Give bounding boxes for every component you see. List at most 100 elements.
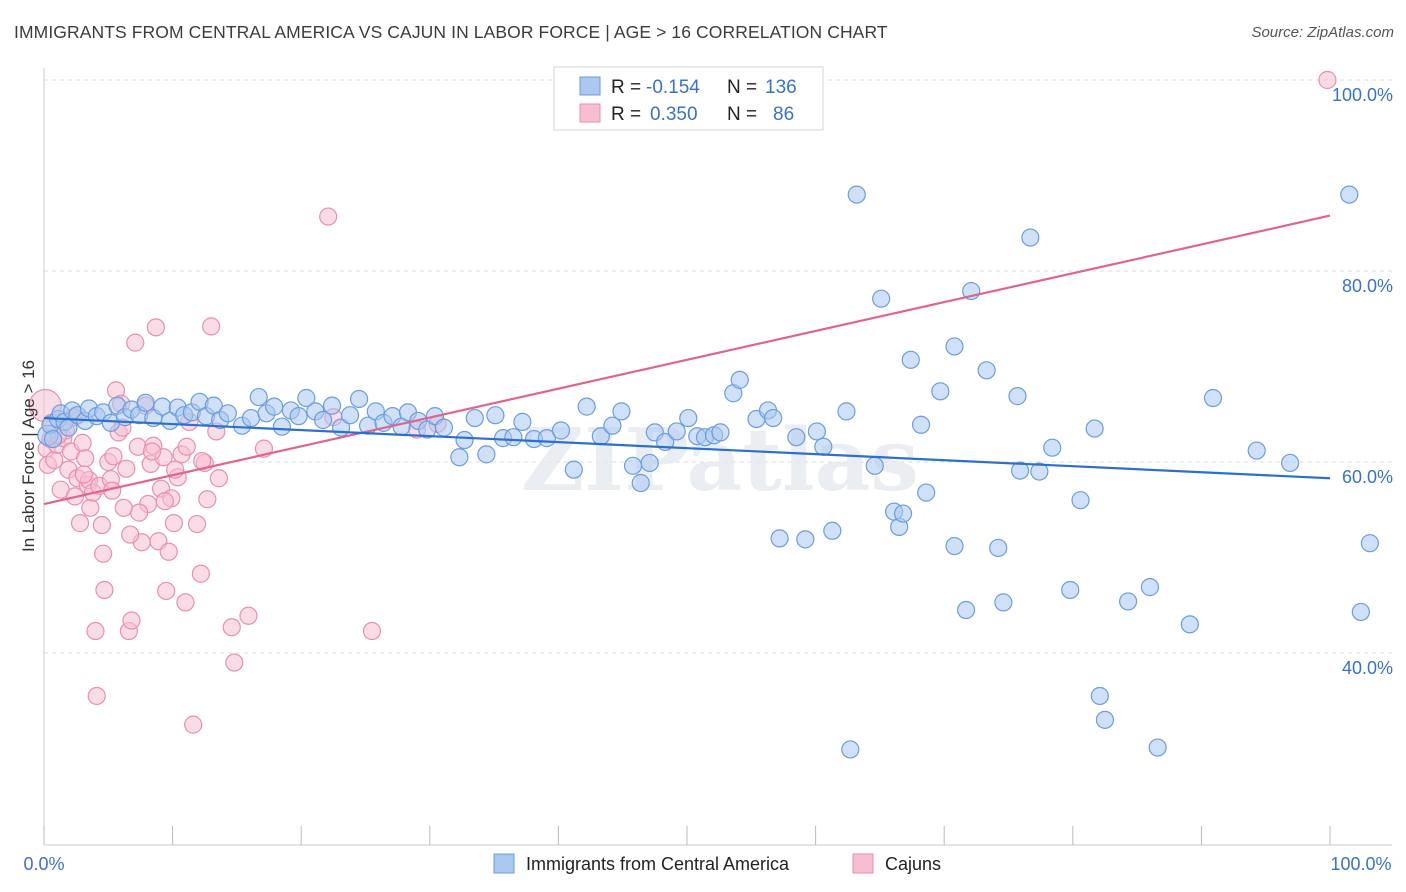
data-point xyxy=(1351,602,1370,622)
source-note: Source: ZipAtlas.com xyxy=(1251,24,1394,41)
data-point xyxy=(218,404,237,423)
data-point xyxy=(1340,185,1359,204)
data-point xyxy=(1010,461,1030,480)
data-point xyxy=(945,536,964,556)
series-legend: Immigrants from Central America Cajuns xyxy=(493,853,941,874)
y-tick-label: 100.0% xyxy=(1332,85,1393,105)
data-point xyxy=(504,428,523,447)
data-point xyxy=(564,460,583,479)
data-point xyxy=(730,370,749,389)
data-point xyxy=(577,397,596,416)
x-tick-label-max: 100.0% xyxy=(1330,854,1391,874)
legend-r-label-blue: R = xyxy=(611,77,641,98)
data-point xyxy=(1318,70,1337,90)
data-point xyxy=(631,473,650,493)
data-point xyxy=(1008,387,1027,406)
data-point xyxy=(764,408,783,428)
data-point xyxy=(865,456,884,475)
data-point xyxy=(787,428,806,447)
data-point xyxy=(73,433,92,452)
trend-line-central-america xyxy=(43,416,1331,480)
data-point xyxy=(126,333,145,352)
legend-n-value-blue: 136 xyxy=(765,77,797,98)
data-point xyxy=(155,492,174,511)
data-point xyxy=(164,514,183,533)
data-point xyxy=(1281,453,1300,473)
data-point xyxy=(711,423,730,442)
data-point xyxy=(198,490,217,509)
data-point xyxy=(1140,578,1160,597)
data-point xyxy=(770,529,789,548)
data-point xyxy=(513,412,532,431)
data-point xyxy=(931,382,950,401)
data-point xyxy=(837,402,856,421)
stats-legend: R = -0.154 N = 136 R = 0.350 N = 86 xyxy=(553,66,824,131)
chart-title: IMMIGRANTS FROM CENTRAL AMERICA VS CAJUN… xyxy=(14,22,888,42)
data-point xyxy=(249,387,268,407)
data-point xyxy=(209,469,228,488)
data-point xyxy=(86,621,105,641)
legend-n-label-blue: N = xyxy=(727,77,757,98)
data-point xyxy=(847,185,866,204)
x-tick-label-min: 0.0% xyxy=(23,854,64,874)
data-point xyxy=(202,317,221,336)
data-point xyxy=(1118,592,1138,611)
data-point xyxy=(142,442,162,461)
data-point xyxy=(623,456,643,475)
trend-line-cajuns xyxy=(43,214,1331,506)
data-point xyxy=(1061,580,1080,600)
data-point xyxy=(1030,462,1049,481)
data-point xyxy=(87,686,106,706)
data-point xyxy=(177,437,196,456)
bottom-legend-label-pink: Cajuns xyxy=(885,854,941,874)
data-point xyxy=(893,504,913,523)
data-point xyxy=(679,408,698,428)
data-point xyxy=(901,350,920,369)
grid xyxy=(44,79,1392,654)
data-point xyxy=(872,289,891,308)
data-point xyxy=(322,396,342,415)
y-tick-label: 80.0% xyxy=(1342,276,1393,296)
data-point xyxy=(667,422,686,441)
data-point xyxy=(1180,615,1199,634)
data-point xyxy=(114,498,133,517)
data-point xyxy=(1148,738,1167,757)
data-point xyxy=(989,538,1008,558)
bottom-legend-label-blue: Immigrants from Central America xyxy=(526,854,790,874)
data-point xyxy=(272,417,292,436)
data-point xyxy=(159,542,178,561)
data-point xyxy=(297,388,316,408)
data-point xyxy=(225,653,244,672)
data-point xyxy=(265,397,284,416)
data-point xyxy=(157,581,176,601)
data-point xyxy=(176,593,195,612)
data-point xyxy=(1247,441,1266,460)
data-point xyxy=(450,448,469,467)
data-point xyxy=(289,407,308,426)
data-point xyxy=(1085,419,1104,438)
data-point xyxy=(104,447,123,466)
y-tick-labels: 40.0% 60.0% 80.0% 100.0% xyxy=(1332,85,1393,678)
data-point xyxy=(74,465,93,484)
data-point xyxy=(136,393,155,412)
x-ticks xyxy=(43,826,1331,845)
data-point xyxy=(146,318,165,337)
data-point xyxy=(640,453,659,473)
y-axis-title: In Labor Force | Age > 16 xyxy=(19,360,38,552)
legend-r-value-blue: -0.154 xyxy=(646,77,700,98)
legend-n-value-pink: 86 xyxy=(773,104,794,125)
data-point xyxy=(43,429,63,449)
data-point xyxy=(551,421,571,440)
data-point xyxy=(76,449,95,468)
data-point xyxy=(241,408,261,428)
data-point xyxy=(977,361,996,380)
y-tick-label: 60.0% xyxy=(1342,467,1393,487)
data-point xyxy=(807,422,826,441)
legend-swatch-blue xyxy=(579,76,601,96)
data-point xyxy=(823,521,842,540)
legend-r-label-pink: R = xyxy=(611,104,641,125)
data-point xyxy=(486,406,505,425)
data-point xyxy=(184,715,203,734)
data-point xyxy=(465,408,484,428)
